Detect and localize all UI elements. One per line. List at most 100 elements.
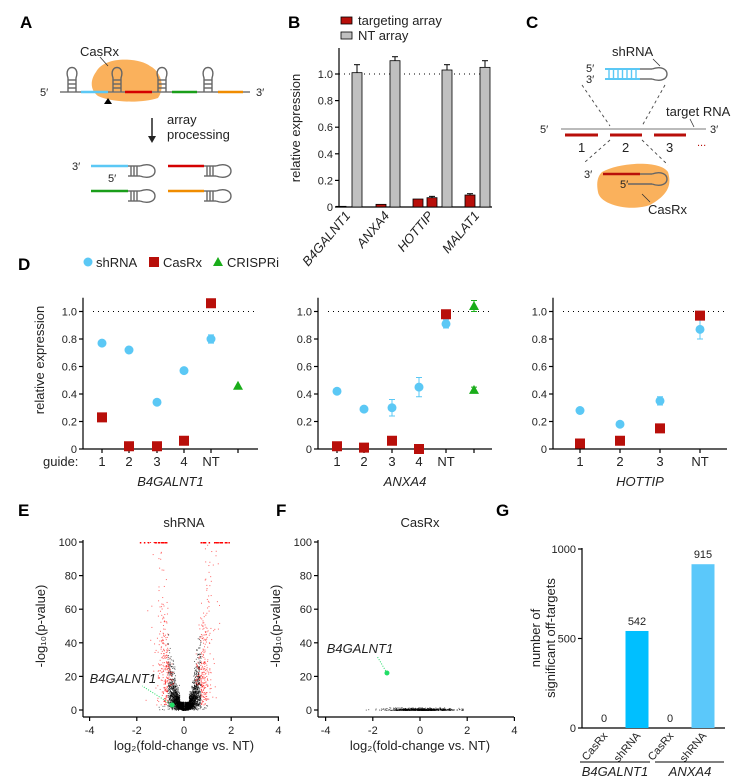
volcano-point	[218, 604, 220, 606]
volcano-point	[194, 702, 196, 704]
volcano-point	[189, 696, 191, 698]
volcano-point	[195, 699, 197, 701]
volcano-point	[192, 689, 194, 691]
volcano-point	[396, 709, 398, 711]
volcano-point	[175, 709, 177, 711]
volcano-point	[166, 601, 168, 603]
volcano-point	[213, 542, 216, 544]
volcano-point	[193, 682, 195, 684]
volcano-point	[164, 690, 166, 692]
volcano-point	[193, 695, 195, 697]
volcano-point	[161, 542, 163, 544]
volcano-point	[199, 687, 201, 689]
volcano-point	[213, 630, 215, 632]
point-triangle	[469, 384, 479, 394]
volcano-point	[183, 703, 185, 705]
volcano-point	[161, 679, 163, 681]
volcano-point	[198, 667, 200, 669]
volcano-point	[178, 697, 180, 699]
volcano-point	[181, 702, 183, 704]
volcano-point	[168, 681, 170, 683]
volcano-point	[189, 708, 191, 710]
volcano-point	[204, 548, 206, 550]
x-tick-label: CasRx	[580, 730, 611, 763]
volcano-point	[203, 696, 205, 698]
y-tick-label: 20	[65, 671, 77, 683]
volcano-point	[448, 708, 450, 710]
volcano-point	[200, 690, 202, 692]
volcano-point	[183, 709, 185, 711]
volcano-point	[173, 700, 175, 702]
bar	[479, 66, 491, 208]
y-tick-label: 0.8	[297, 334, 312, 346]
volcano-point	[196, 675, 198, 677]
volcano-point	[398, 709, 400, 711]
volcano-point	[397, 708, 399, 710]
volcano-point	[167, 672, 169, 674]
volcano-point	[206, 612, 208, 614]
volcano-point	[206, 631, 208, 633]
volcano-point	[394, 709, 396, 711]
volcano-point	[203, 627, 205, 629]
volcano-point	[201, 694, 203, 696]
volcano-point	[168, 700, 170, 702]
volcano-point	[405, 709, 407, 711]
volcano-point	[194, 681, 196, 683]
volcano-point	[196, 705, 198, 707]
volcano-point	[177, 697, 179, 699]
volcano-point	[427, 708, 429, 710]
volcano-point	[398, 707, 400, 709]
volcano-point	[171, 694, 173, 696]
volcano-point	[161, 569, 163, 571]
point-circle	[414, 382, 424, 392]
bar	[412, 198, 424, 208]
volcano-point	[161, 606, 163, 608]
volcano-point	[198, 668, 200, 670]
volcano-point	[415, 709, 417, 711]
volcano-point	[168, 678, 170, 680]
volcano-point	[422, 708, 424, 710]
volcano-point	[448, 707, 450, 709]
volcano-point	[165, 695, 167, 697]
volcano-point	[172, 695, 174, 697]
highlight-label: B4GALNT1	[90, 671, 156, 686]
volcano-point	[425, 707, 427, 709]
volcano-point	[209, 561, 211, 563]
volcano-point	[166, 671, 168, 673]
volcano-point	[169, 692, 171, 694]
volcano-point	[208, 673, 210, 675]
volcano-point	[169, 684, 171, 686]
volcano-point	[164, 655, 166, 657]
volcano-point	[185, 708, 187, 710]
volcano-point	[201, 665, 203, 667]
volcano-point	[195, 693, 197, 695]
volcano-point	[380, 709, 382, 711]
volcano-point	[203, 616, 205, 618]
volcano-point	[188, 707, 190, 709]
volcano-point	[152, 554, 154, 556]
volcano-point	[206, 695, 208, 697]
volcano-point	[150, 639, 152, 641]
volcano-point	[168, 672, 170, 674]
point-circle	[441, 319, 451, 329]
volcano-point	[183, 702, 185, 704]
volcano-point	[175, 683, 177, 685]
volcano-point	[407, 708, 409, 710]
volcano-point	[416, 709, 418, 711]
volcano-point	[168, 662, 170, 664]
volcano-point	[182, 709, 184, 711]
x-tick-label: 3	[153, 454, 160, 469]
volcano-point	[166, 681, 168, 683]
volcano-point	[196, 665, 198, 667]
volcano-point	[180, 702, 182, 704]
point-circle	[387, 403, 397, 413]
volcano-point	[419, 709, 421, 711]
volcano-point	[415, 707, 417, 709]
point-triangle	[233, 380, 243, 390]
volcano-point	[176, 707, 178, 709]
volcano-point	[165, 696, 167, 698]
volcano-point	[166, 636, 168, 638]
volcano-point	[195, 690, 197, 692]
volcano-point	[386, 709, 388, 711]
volcano-point	[200, 640, 202, 642]
